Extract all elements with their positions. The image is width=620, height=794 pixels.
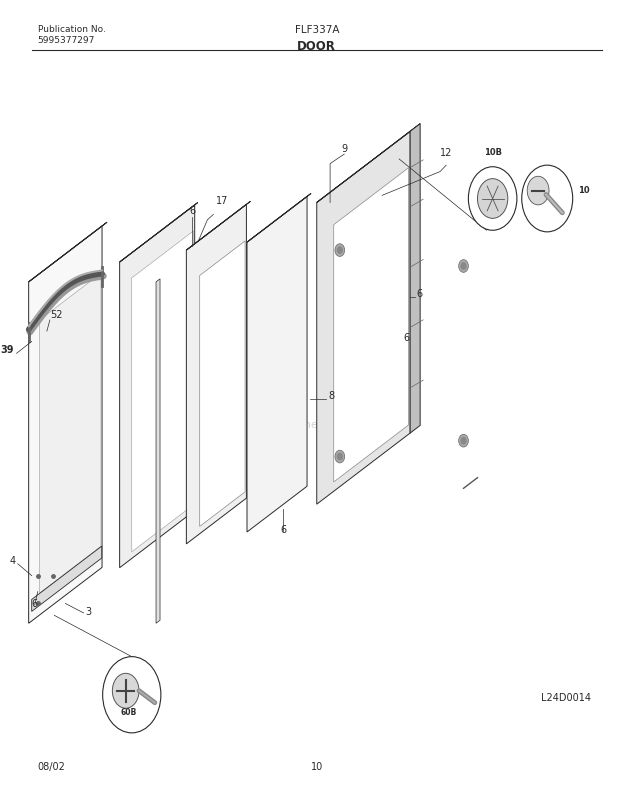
- Polygon shape: [317, 124, 420, 202]
- Circle shape: [468, 167, 517, 230]
- Circle shape: [335, 450, 345, 463]
- Circle shape: [337, 453, 342, 460]
- Text: 39: 39: [0, 345, 14, 356]
- Circle shape: [103, 657, 161, 733]
- Text: 10B: 10B: [484, 148, 502, 157]
- Text: 17: 17: [216, 196, 229, 206]
- Text: 4: 4: [9, 556, 16, 566]
- Polygon shape: [120, 202, 198, 262]
- Text: L24D0014: L24D0014: [541, 692, 591, 703]
- Text: Publication No.: Publication No.: [38, 25, 105, 34]
- Polygon shape: [317, 131, 410, 504]
- Text: 10: 10: [578, 186, 589, 195]
- Text: 6: 6: [189, 206, 195, 217]
- Text: 6: 6: [404, 333, 410, 343]
- Polygon shape: [120, 205, 195, 568]
- Polygon shape: [29, 226, 102, 623]
- Polygon shape: [247, 194, 311, 242]
- Circle shape: [459, 260, 468, 272]
- Polygon shape: [29, 222, 107, 282]
- Polygon shape: [187, 204, 246, 544]
- Text: 52: 52: [50, 310, 63, 320]
- Circle shape: [337, 247, 342, 253]
- Polygon shape: [200, 241, 245, 526]
- Polygon shape: [156, 279, 160, 623]
- Text: 5995377297: 5995377297: [38, 36, 95, 44]
- Polygon shape: [247, 196, 307, 532]
- Text: 3: 3: [85, 607, 91, 618]
- Circle shape: [335, 244, 345, 256]
- Circle shape: [459, 434, 468, 447]
- Polygon shape: [334, 168, 409, 482]
- Polygon shape: [410, 124, 420, 433]
- Text: 60B: 60B: [121, 707, 137, 717]
- Circle shape: [461, 263, 466, 269]
- Polygon shape: [40, 273, 101, 593]
- Text: 6: 6: [32, 599, 38, 610]
- Polygon shape: [132, 231, 193, 552]
- Text: 10: 10: [311, 761, 323, 772]
- Text: 08/02: 08/02: [38, 761, 66, 772]
- Circle shape: [522, 165, 573, 232]
- Polygon shape: [32, 546, 102, 611]
- Circle shape: [527, 176, 549, 205]
- Text: 9: 9: [341, 144, 347, 154]
- Text: 8: 8: [328, 391, 334, 401]
- Text: FLF337A: FLF337A: [294, 25, 339, 36]
- Text: eReplacementParts.com: eReplacementParts.com: [249, 420, 384, 430]
- Text: 12: 12: [440, 148, 453, 158]
- Circle shape: [461, 437, 466, 444]
- Text: DOOR: DOOR: [298, 40, 336, 52]
- Text: 6: 6: [416, 289, 422, 299]
- Circle shape: [477, 179, 508, 218]
- Circle shape: [112, 673, 139, 708]
- Polygon shape: [187, 202, 250, 250]
- Text: 6: 6: [280, 525, 286, 535]
